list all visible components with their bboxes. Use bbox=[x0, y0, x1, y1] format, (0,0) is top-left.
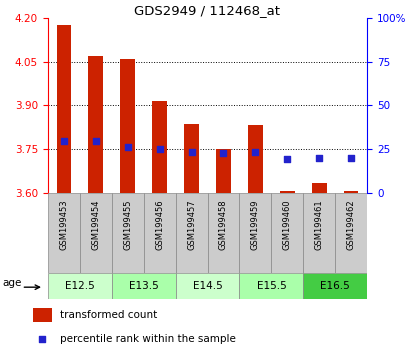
Bar bbox=[239, 193, 271, 273]
Point bbox=[39, 336, 46, 342]
Text: GSM199458: GSM199458 bbox=[219, 199, 228, 250]
Bar bbox=[48, 193, 80, 273]
Bar bbox=[184, 124, 199, 193]
Bar bbox=[176, 273, 239, 299]
Text: E13.5: E13.5 bbox=[129, 281, 159, 291]
Bar bbox=[208, 193, 239, 273]
Text: E14.5: E14.5 bbox=[193, 281, 222, 291]
Text: E15.5: E15.5 bbox=[256, 281, 286, 291]
Text: GSM199462: GSM199462 bbox=[347, 199, 356, 250]
Text: age: age bbox=[2, 278, 22, 288]
Point bbox=[252, 149, 259, 155]
Bar bbox=[144, 193, 176, 273]
Bar bbox=[303, 273, 367, 299]
Text: GSM199454: GSM199454 bbox=[91, 199, 100, 250]
Bar bbox=[335, 193, 367, 273]
Bar bbox=[48, 273, 112, 299]
Point bbox=[61, 138, 67, 144]
Bar bbox=[176, 193, 208, 273]
Bar bbox=[312, 183, 327, 193]
Text: GSM199460: GSM199460 bbox=[283, 199, 292, 250]
Bar bbox=[56, 25, 71, 193]
Point bbox=[124, 144, 131, 150]
Bar bbox=[112, 193, 144, 273]
Bar bbox=[216, 149, 231, 193]
Point bbox=[316, 155, 323, 161]
Point bbox=[156, 146, 163, 152]
Bar bbox=[271, 193, 303, 273]
Text: GSM199459: GSM199459 bbox=[251, 199, 260, 250]
Bar bbox=[80, 193, 112, 273]
Text: GSM199455: GSM199455 bbox=[123, 199, 132, 250]
Bar bbox=[112, 273, 176, 299]
Text: GSM199457: GSM199457 bbox=[187, 199, 196, 250]
Bar bbox=[280, 191, 295, 193]
Text: transformed count: transformed count bbox=[60, 310, 157, 320]
Point bbox=[188, 149, 195, 155]
Text: GSM199453: GSM199453 bbox=[59, 199, 68, 250]
Text: GSM199461: GSM199461 bbox=[315, 199, 324, 250]
Bar bbox=[120, 59, 135, 193]
Text: E12.5: E12.5 bbox=[65, 281, 95, 291]
Bar bbox=[344, 191, 359, 193]
Text: percentile rank within the sample: percentile rank within the sample bbox=[60, 333, 236, 344]
Point bbox=[348, 156, 354, 161]
Text: GSM199456: GSM199456 bbox=[155, 199, 164, 250]
Bar bbox=[248, 125, 263, 193]
Point bbox=[284, 156, 290, 161]
Bar bbox=[239, 273, 303, 299]
Bar bbox=[88, 56, 103, 193]
Title: GDS2949 / 112468_at: GDS2949 / 112468_at bbox=[134, 4, 281, 17]
Bar bbox=[303, 193, 335, 273]
Text: E16.5: E16.5 bbox=[320, 281, 350, 291]
Point bbox=[92, 138, 99, 144]
Bar bbox=[33, 308, 52, 322]
Point bbox=[220, 150, 227, 156]
Bar bbox=[152, 101, 167, 193]
